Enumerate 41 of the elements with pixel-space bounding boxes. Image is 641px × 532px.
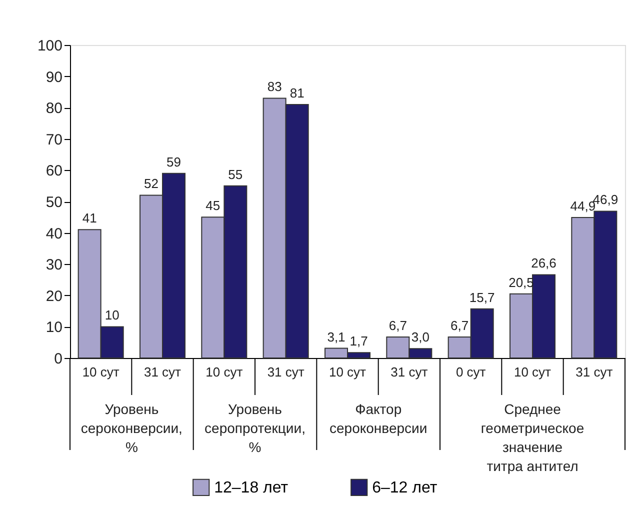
data-label: 41 [82,210,97,226]
data-label: 55 [228,166,243,182]
data-label: 26,6 [531,256,556,271]
text: Уровень серопротекции, % [204,401,306,455]
data-label: 52 [144,176,158,192]
data-label: 45 [206,198,220,214]
text: Среднее геометрическое значение титра антител [480,401,584,474]
data-label: 59 [166,154,181,170]
data-label: 1,7 [350,334,368,349]
legend-label: 6–12 лет [372,479,438,496]
data-label: 83 [267,79,282,94]
legend-label: 12–18 лет [214,479,289,496]
y-tick-label: 30 [46,256,62,274]
y-tick-label: 0 [54,350,62,368]
y-tick-label: 60 [46,162,62,180]
x-tick-label: 10 сут [514,364,552,380]
x-tick-label: 31 сут [576,364,613,380]
x-tick-label: 31 сут [390,364,428,380]
data-label: 10 [104,308,120,323]
y-tick-label: 80 [46,100,62,118]
x-tick-label: 10 сут [82,364,120,380]
data-label: 3,1 [327,329,346,344]
y-tick-label: 100 [37,38,62,54]
y-tick-label: 70 [46,131,62,148]
y-tick-label: 50 [46,194,62,211]
data-label: 3,0 [411,330,430,345]
data-label: 81 [290,85,304,100]
x-tick-label: 31 сут [267,364,304,380]
data-label: 15,7 [469,290,495,305]
x-tick-label: 0 сут [456,364,486,380]
y-tick-label: 10 [46,319,62,336]
x-tick-label: 31 сут [144,364,182,380]
data-label: 6,7 [388,318,407,334]
text: Фактор сероконверсии [330,401,428,436]
x-tick-label: 10 сут [206,364,243,380]
x-tick-label: 10 сут [328,364,366,380]
text: Уровень сероконверсии, % [80,401,182,455]
y-tick-label: 40 [46,225,62,242]
data-label: 6,7 [450,318,469,334]
y-tick-label: 20 [46,288,62,305]
y-tick-label: 90 [46,68,62,86]
